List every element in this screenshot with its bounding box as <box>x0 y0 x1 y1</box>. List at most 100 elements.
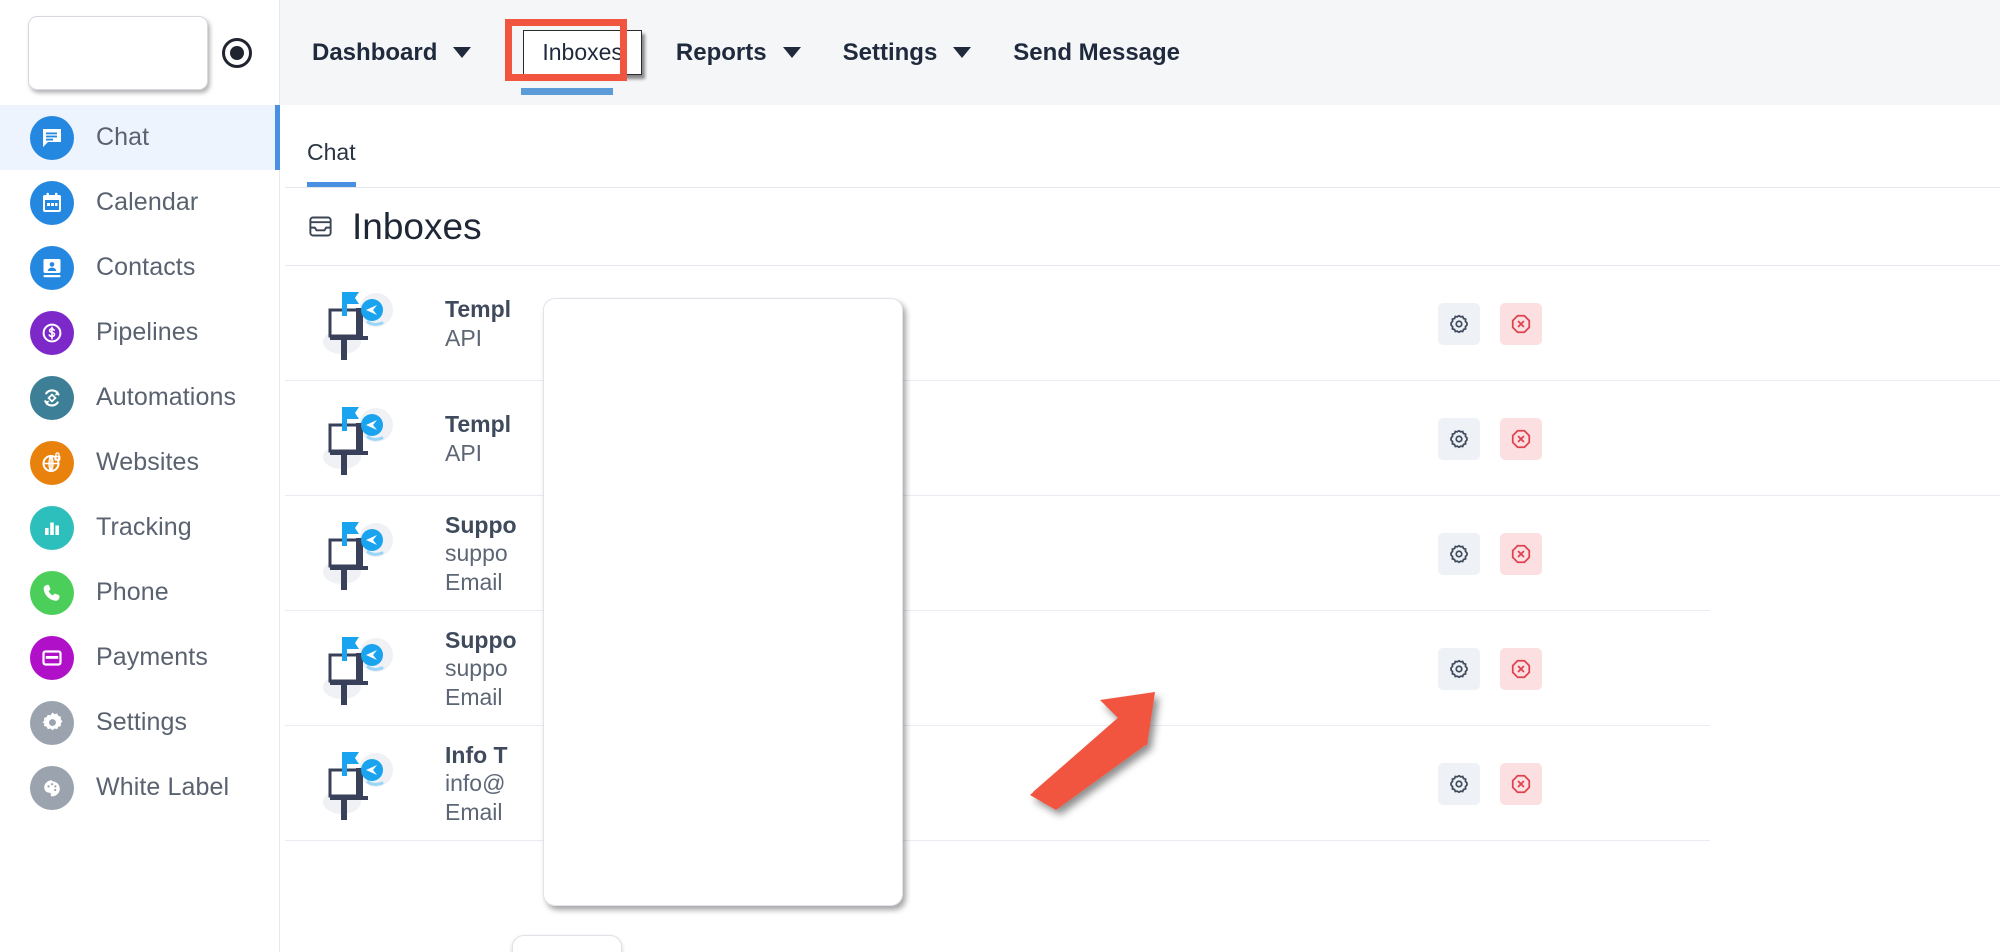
sidebar-item-automations[interactable]: Automations <box>0 365 279 430</box>
topnav-label: Reports <box>675 38 767 66</box>
mailbox-illustration-icon <box>303 514 413 594</box>
chevron-down-icon <box>782 47 801 58</box>
row-text-block: Templ API <box>445 295 1085 351</box>
row-actions <box>1438 532 1542 575</box>
inbox-address: API <box>445 324 483 351</box>
topnav-item-settings[interactable]: Settings <box>835 33 980 73</box>
inbox-name: Suppo <box>445 512 517 539</box>
inbox-name: Suppo <box>445 627 517 654</box>
table-row[interactable]: Suppo suppo Email <box>285 611 2000 726</box>
record-dot-icon[interactable] <box>222 37 252 68</box>
globe-lock-icon <box>30 440 74 485</box>
phone-icon <box>30 570 74 615</box>
tab-label: Chat <box>307 139 356 165</box>
sidebar-item-websites[interactable]: Websites <box>0 430 279 495</box>
card-icon <box>30 635 74 680</box>
inbox-type: Email <box>445 568 503 595</box>
gear-icon[interactable] <box>1438 302 1480 345</box>
delete-icon[interactable] <box>1500 647 1542 690</box>
topnav-item-reports[interactable]: Reports <box>668 33 809 73</box>
row-divider <box>285 495 2000 496</box>
delete-icon[interactable] <box>1500 762 1542 805</box>
inbox-type: Email <box>445 683 503 710</box>
table-row[interactable]: Templ API <box>285 381 2000 496</box>
chevron-down-icon <box>453 47 472 58</box>
tab-chat[interactable]: Chat <box>307 118 356 187</box>
sidebar-item-chat[interactable]: Chat <box>0 105 280 170</box>
row-actions <box>1438 417 1542 460</box>
mailbox-illustration-icon <box>303 629 413 709</box>
topnav-item-send-message[interactable]: Send Message <box>1005 33 1188 73</box>
table-row[interactable]: Templ API <box>285 266 2000 381</box>
sidebar-item-payments[interactable]: Payments <box>0 625 279 690</box>
sidebar-item-label: Chat <box>96 123 150 151</box>
row-text-block: Suppo suppo Email <box>445 511 1085 595</box>
delete-icon[interactable] <box>1500 302 1542 345</box>
delete-icon[interactable] <box>1500 417 1542 460</box>
row-actions <box>1438 647 1542 690</box>
sidebar-item-calendar[interactable]: Calendar <box>0 170 279 235</box>
brand-row <box>0 0 279 105</box>
sidebar-item-label: Payments <box>96 643 208 671</box>
inbox-name: Templ <box>445 296 512 323</box>
sidebar-item-tracking[interactable]: Tracking <box>0 495 279 560</box>
sidebar-item-label: Phone <box>96 578 169 606</box>
gear-icon[interactable] <box>1438 532 1480 575</box>
dollar-icon <box>30 310 74 355</box>
sidebar-item-phone[interactable]: Phone <box>0 560 279 625</box>
gear-icon <box>30 700 74 745</box>
bottom-floating-pill <box>512 935 622 952</box>
sidebar-item-label: Settings <box>96 708 188 736</box>
row-text-block: Suppo suppo Email <box>445 626 1085 710</box>
inbox-address: suppo <box>445 540 508 567</box>
page-title: Inboxes <box>352 205 482 247</box>
gear-icon[interactable] <box>1438 417 1480 460</box>
table-row[interactable]: Suppo suppo Email <box>285 496 2000 611</box>
topnav-item-dashboard[interactable]: Dashboard <box>304 33 479 73</box>
sidebar-item-settings[interactable]: Settings <box>0 690 279 755</box>
sidebar-item-contacts[interactable]: Contacts <box>0 235 279 300</box>
row-divider <box>285 610 1710 611</box>
gear-icon[interactable] <box>1438 647 1480 690</box>
inbox-tray-icon <box>307 213 334 240</box>
table-row[interactable]: Info T info@ Email <box>285 726 2000 841</box>
chevron-down-icon <box>953 47 972 58</box>
sidebar-item-label: White Label <box>96 773 230 801</box>
row-divider <box>285 380 2000 381</box>
delete-icon[interactable] <box>1500 532 1542 575</box>
inbox-list: Templ API <box>285 266 2000 841</box>
sidebar-item-label: Contacts <box>96 253 196 281</box>
inbox-type: Email <box>445 798 503 825</box>
floating-overlay-panel <box>543 298 903 906</box>
top-navigation-bar: Dashboard Inboxes Reports Settings Send … <box>280 0 2000 105</box>
topnav-item-inboxes[interactable]: Inboxes <box>523 30 642 75</box>
sidebar-nav: Chat Calendar Contacts Pipelines <box>0 105 280 820</box>
row-divider <box>285 725 1710 726</box>
sidebar-item-white-label[interactable]: White Label <box>0 755 279 820</box>
row-actions <box>1438 762 1542 805</box>
topnav-label: Send Message <box>1013 38 1181 66</box>
logo-placeholder[interactable] <box>28 15 208 90</box>
inbox-address: info@ <box>445 770 506 797</box>
topnav-label: Dashboard <box>312 38 438 66</box>
sidebar-item-pipelines[interactable]: Pipelines <box>0 300 279 365</box>
topnav-label: Settings <box>842 38 938 66</box>
gear-icon[interactable] <box>1438 762 1480 805</box>
mailbox-illustration-icon <box>303 284 413 364</box>
sidebar-item-label: Tracking <box>96 513 192 541</box>
tab-strip: Chat <box>285 118 2000 188</box>
automations-icon <box>30 375 74 420</box>
row-text-block: Templ API <box>445 410 1085 466</box>
contacts-icon <box>30 245 74 290</box>
sidebar-item-label: Calendar <box>96 188 199 216</box>
mailbox-illustration-icon <box>303 744 413 824</box>
palette-icon <box>30 765 74 810</box>
sidebar-item-label: Pipelines <box>96 318 199 346</box>
inbox-address: API <box>445 439 483 466</box>
inbox-name: Info T <box>445 742 508 769</box>
chat-icon <box>30 115 74 160</box>
topnav-label: Inboxes <box>542 39 623 65</box>
bar-chart-icon <box>30 505 74 550</box>
row-text-block: Info T info@ Email <box>445 741 1085 825</box>
